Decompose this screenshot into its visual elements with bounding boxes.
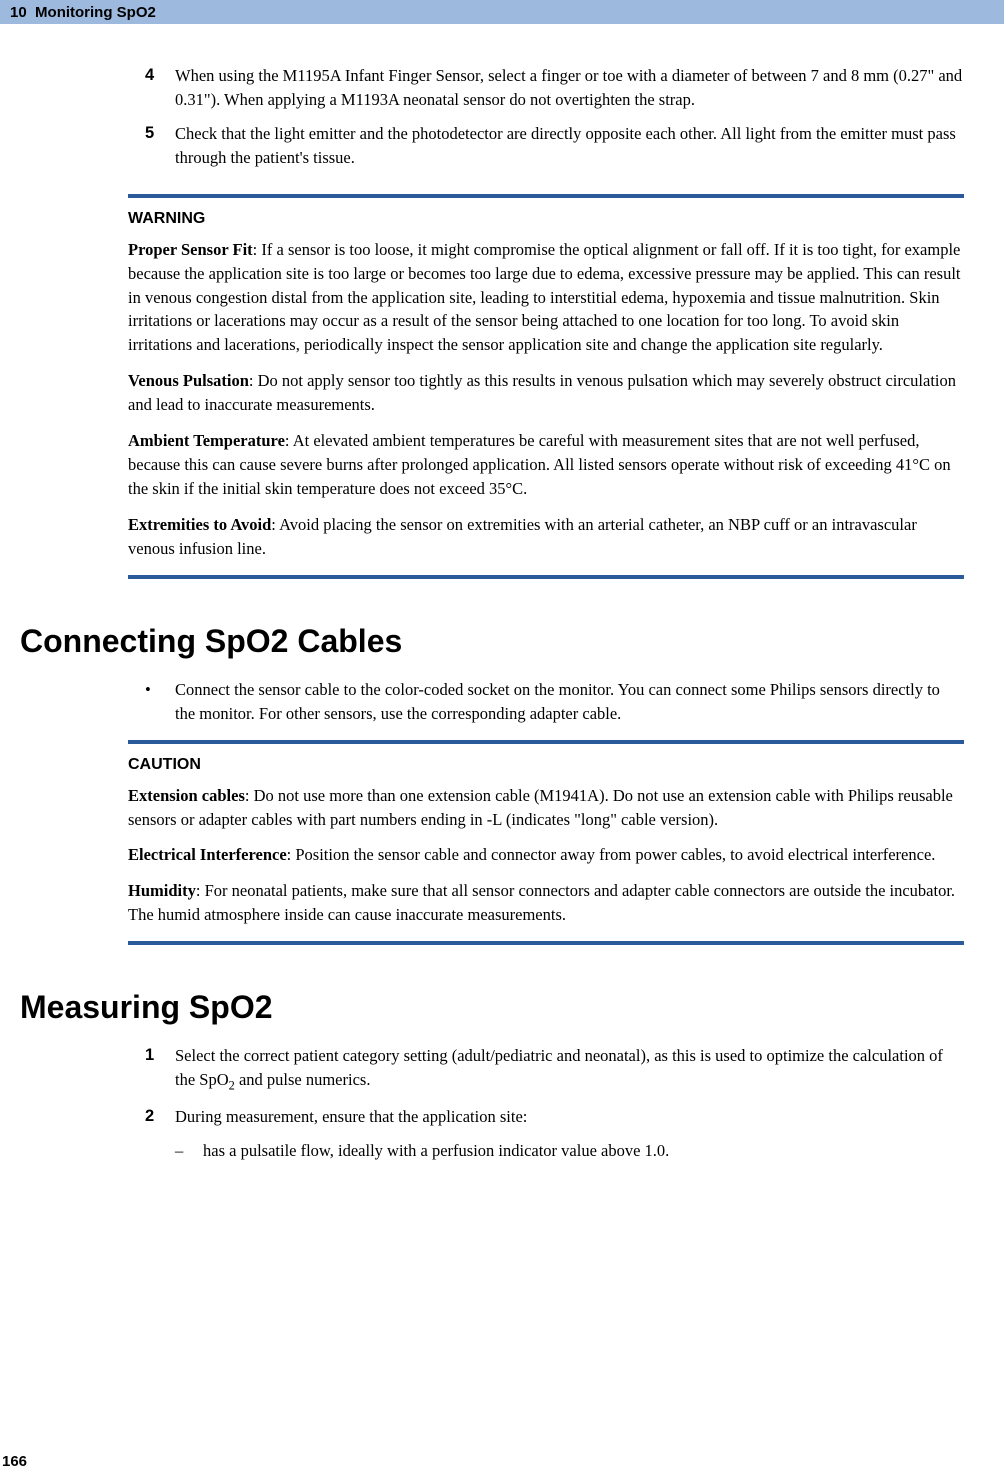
page: 10 Monitoring SpO2 4 When using the M119…: [0, 0, 1004, 1476]
caution-body: : For neonatal patients, make sure that …: [128, 881, 955, 924]
heading-connecting: Connecting SpO2 Cables: [20, 623, 984, 660]
step-number: 5: [145, 122, 175, 170]
warning-paragraph: Extremities to Avoid: Avoid placing the …: [128, 513, 964, 561]
measuring-step-list: 1 Select the correct patient category se…: [145, 1044, 964, 1129]
warning-paragraph: Ambient Temperature: At elevated ambient…: [128, 429, 964, 501]
bullet-item: • Connect the sensor cable to the color-…: [145, 678, 964, 726]
warning-lead: Ambient Temperature: [128, 431, 285, 450]
warning-body: : If a sensor is too loose, it might com…: [128, 240, 961, 355]
bullet-text: Connect the sensor cable to the color-co…: [175, 678, 964, 726]
list-item: 1 Select the correct patient category se…: [145, 1044, 964, 1095]
step-text: Check that the light emitter and the pho…: [175, 122, 964, 170]
warning-body: : Do not apply sensor too tightly as thi…: [128, 371, 956, 414]
dash-list: – has a pulsatile flow, ideally with a p…: [175, 1139, 964, 1163]
warning-lead: Proper Sensor Fit: [128, 240, 253, 259]
list-item: 4 When using the M1195A Infant Finger Se…: [145, 64, 964, 112]
caution-body: : Position the sensor cable and connecto…: [287, 845, 936, 864]
chapter-title: Monitoring SpO2: [35, 4, 156, 21]
dash-marker: –: [175, 1139, 203, 1163]
warning-lead: Extremities to Avoid: [128, 515, 271, 534]
caution-paragraph: Electrical Interference: Position the se…: [128, 843, 964, 867]
connecting-bullets: • Connect the sensor cable to the color-…: [145, 678, 964, 726]
intro-step-list: 4 When using the M1195A Infant Finger Se…: [145, 64, 964, 170]
heading-measuring: Measuring SpO2: [20, 989, 984, 1026]
warning-rule-top: [128, 194, 964, 198]
bullet-marker: •: [145, 678, 175, 726]
dash-text: has a pulsatile flow, ideally with a per…: [203, 1139, 964, 1163]
warning-rule-bottom: [128, 575, 964, 579]
step-text: During measurement, ensure that the appl…: [175, 1105, 964, 1129]
dash-item: – has a pulsatile flow, ideally with a p…: [175, 1139, 964, 1163]
caution-paragraph: Extension cables: Do not use more than o…: [128, 784, 964, 832]
step-number: 4: [145, 64, 175, 112]
page-header: 10 Monitoring SpO2: [0, 0, 1004, 24]
step-text: When using the M1195A Infant Finger Sens…: [175, 64, 964, 112]
caution-lead: Extension cables: [128, 786, 245, 805]
step-post: and pulse numerics.: [235, 1070, 371, 1089]
caution-paragraph: Humidity: For neonatal patients, make su…: [128, 879, 964, 927]
list-item: 5 Check that the light emitter and the p…: [145, 122, 964, 170]
caution-lead: Humidity: [128, 881, 196, 900]
list-item: 2 During measurement, ensure that the ap…: [145, 1105, 964, 1129]
warning-lead: Venous Pulsation: [128, 371, 249, 390]
caution-rule-top: [128, 740, 964, 744]
page-number: 166: [2, 1453, 27, 1470]
warning-paragraph: Proper Sensor Fit: If a sensor is too lo…: [128, 238, 964, 358]
caution-lead: Electrical Interference: [128, 845, 287, 864]
caution-body: : Do not use more than one extension cab…: [128, 786, 953, 829]
warning-block: WARNING Proper Sensor Fit: If a sensor i…: [128, 210, 964, 561]
caution-block: CAUTION Extension cables: Do not use mor…: [128, 756, 964, 928]
warning-title: WARNING: [128, 210, 964, 228]
warning-paragraph: Venous Pulsation: Do not apply sensor to…: [128, 369, 964, 417]
step-number: 1: [145, 1044, 175, 1095]
step-number: 2: [145, 1105, 175, 1129]
caution-rule-bottom: [128, 941, 964, 945]
step-text: Select the correct patient category sett…: [175, 1044, 964, 1095]
content-area: 4 When using the M1195A Infant Finger Se…: [0, 64, 1004, 1163]
caution-title: CAUTION: [128, 756, 964, 774]
chapter-number: 10: [10, 4, 27, 21]
